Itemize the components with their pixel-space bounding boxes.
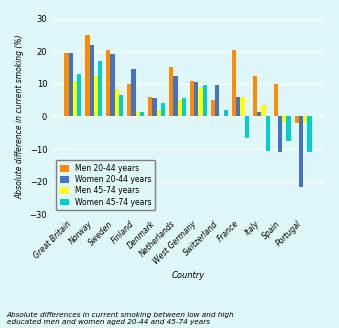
Bar: [136, 112, 140, 116]
Y-axis label: Absolute difference in current smoking (%): Absolute difference in current smoking (…: [15, 34, 24, 199]
Bar: [194, 82, 199, 116]
Bar: [64, 53, 68, 116]
Bar: [240, 97, 245, 116]
Bar: [253, 76, 257, 116]
Bar: [132, 69, 136, 116]
Bar: [106, 50, 111, 116]
Bar: [127, 84, 132, 116]
Bar: [94, 76, 98, 116]
Bar: [282, 116, 286, 121]
Bar: [68, 53, 73, 116]
Bar: [278, 116, 282, 152]
Bar: [148, 97, 153, 116]
Text: Absolute differences in current smoking between low and high
educated men and wo: Absolute differences in current smoking …: [7, 312, 234, 325]
Bar: [161, 103, 165, 116]
Bar: [303, 116, 307, 123]
Bar: [236, 97, 240, 116]
Bar: [265, 116, 270, 151]
Bar: [299, 116, 303, 187]
Bar: [224, 110, 228, 116]
Bar: [169, 68, 173, 116]
Bar: [178, 100, 182, 116]
Bar: [153, 98, 157, 116]
Bar: [274, 84, 278, 116]
Legend: Men 20-44 years, Women 20-44 years, Men 45-74 years, Women 45-74 years: Men 20-44 years, Women 20-44 years, Men …: [56, 160, 155, 211]
Bar: [245, 116, 249, 138]
Bar: [98, 61, 102, 116]
Bar: [261, 105, 265, 116]
Bar: [215, 85, 219, 116]
Bar: [190, 80, 194, 116]
Bar: [115, 89, 119, 116]
Bar: [85, 35, 89, 116]
Bar: [89, 45, 94, 116]
Bar: [232, 50, 236, 116]
X-axis label: Country: Country: [172, 271, 205, 280]
Bar: [173, 76, 178, 116]
Bar: [111, 54, 115, 116]
Bar: [199, 87, 203, 116]
Bar: [77, 74, 81, 116]
Bar: [211, 100, 215, 116]
Bar: [157, 110, 161, 116]
Bar: [140, 112, 144, 116]
Bar: [257, 112, 261, 116]
Bar: [286, 116, 291, 141]
Bar: [307, 116, 312, 152]
Bar: [73, 80, 77, 116]
Bar: [295, 116, 299, 123]
Bar: [203, 85, 207, 116]
Bar: [182, 98, 186, 116]
Bar: [119, 95, 123, 116]
